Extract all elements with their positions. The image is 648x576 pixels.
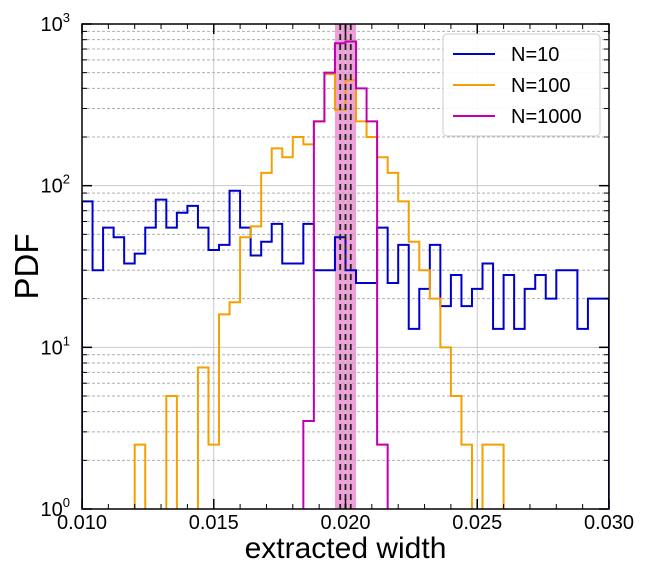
series-n-100-line	[133, 73, 505, 509]
x-tick-label: 0.025	[452, 512, 502, 534]
y-tick-label: 102	[41, 172, 70, 198]
y-tick-labels: 100 101 102 103	[41, 10, 70, 521]
y-tick-label: 103	[41, 10, 70, 36]
legend-box	[442, 33, 601, 137]
legend-label: N=100	[511, 75, 571, 97]
y-tick-label: 100	[41, 495, 70, 521]
legend-label: N=10	[511, 44, 559, 66]
x-axis-label: extracted width	[245, 532, 447, 565]
legend: N=10 N=100 N=1000	[442, 33, 601, 137]
x-tick-labels: 0.010 0.015 0.020 0.025 0.030	[57, 512, 634, 534]
reference-lines	[339, 24, 352, 509]
ticks	[81, 23, 610, 510]
x-tick-label: 0.020	[320, 512, 370, 534]
series-n-1000-line	[302, 40, 389, 509]
y-axis-label: PDF	[8, 234, 45, 300]
x-tick-label: 0.030	[584, 512, 634, 534]
legend-label: N=1000	[511, 106, 582, 128]
x-tick-label: 0.010	[57, 512, 107, 534]
x-tick-label: 0.015	[189, 512, 239, 534]
y-tick-label: 101	[41, 333, 70, 359]
